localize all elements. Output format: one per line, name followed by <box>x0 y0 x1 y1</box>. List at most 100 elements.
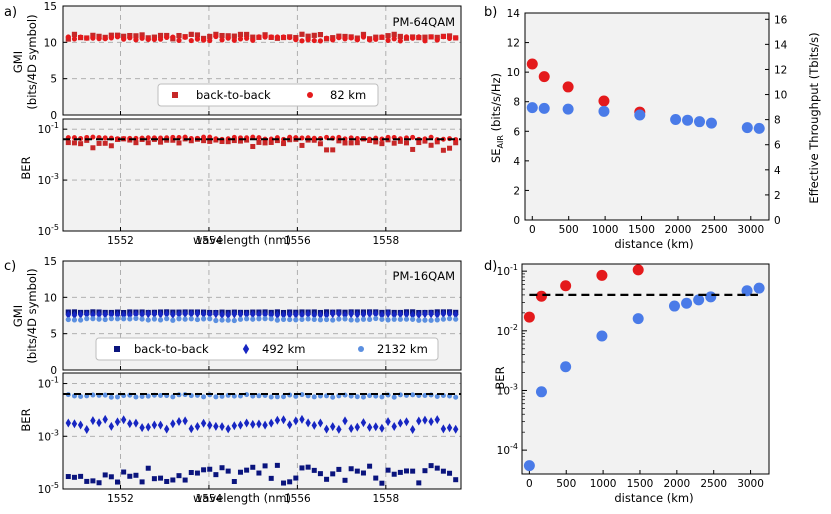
c_ber-point-1-12 <box>139 423 145 433</box>
c_ber-point-1-56 <box>409 425 416 435</box>
a_gmi-point-1-8 <box>114 34 121 40</box>
d-xtick-label-2: 1000 <box>590 478 617 490</box>
d-point-1-10 <box>753 282 765 294</box>
c_ber-point-0-40 <box>311 467 317 473</box>
b-point-1-9 <box>741 122 753 134</box>
d-ytick-label-0-exp: -4 <box>510 442 518 451</box>
a_gmi-point-0-18 <box>176 32 182 39</box>
c_ber-point-1-30 <box>250 419 256 429</box>
c_ber-point-1-23 <box>207 420 213 430</box>
c_gmi-legend-box <box>95 337 439 361</box>
b-rtick-label-2: 4 <box>774 165 781 177</box>
c_gmi-point-2-39 <box>305 316 311 322</box>
a_gmi-point-1-21 <box>194 36 201 42</box>
a_ber-ytick-label-1: 10-3 <box>38 172 59 187</box>
c_ber-point-1-27 <box>231 421 238 431</box>
c_ber-point-0-42 <box>324 476 330 482</box>
c_gmi-point-1-40 <box>311 310 317 320</box>
c_ber-point-2-33 <box>268 394 274 400</box>
c_ber-point-0-59 <box>428 463 434 469</box>
c_ber-point-0-3 <box>84 478 90 484</box>
c_ber-point-0-5 <box>96 480 102 486</box>
c_ber-point-1-19 <box>182 416 188 426</box>
a_ber-point-0-13 <box>145 140 151 146</box>
c_gmi-point-2-40 <box>311 316 317 323</box>
c_gmi-point-1-28 <box>237 309 244 319</box>
c_gmi-ytick-label-2: 10 <box>44 292 57 304</box>
c_gmi-point-2-51 <box>379 316 385 322</box>
a_gmi-point-1-33 <box>268 34 274 40</box>
c_gmi-point-2-30 <box>250 316 256 322</box>
b-point-1-0 <box>526 102 538 114</box>
d-ytick-label-0-base: 10 <box>497 445 510 457</box>
panel-d: 10-410-310-210-10 500 1000 1500 2000 2500 3000 <box>497 263 770 490</box>
c_ber-point-0-54 <box>397 469 403 475</box>
a_ber-point-0-3 <box>84 137 90 143</box>
a_ber-point-0-11 <box>133 140 139 146</box>
c_ber-xtick-label-2: 1556 <box>284 493 311 505</box>
c_ber-point-1-0 <box>65 418 72 428</box>
c_ber-point-0-12 <box>139 479 145 485</box>
c_gmi-point-2-32 <box>262 316 268 322</box>
c_ber-point-2-43 <box>330 394 336 400</box>
c_ber-point-2-37 <box>293 393 299 399</box>
a_ber-point-0-45 <box>342 140 348 146</box>
c_ber-point-1-54 <box>397 418 404 428</box>
c_ber-point-0-48 <box>360 470 366 476</box>
c_gmi-point-1-0 <box>65 310 72 320</box>
a_ber-ytick-label-1-exp: -3 <box>51 172 59 181</box>
a_gmi-point-0-58 <box>422 34 428 40</box>
a_gmi-point-0-54 <box>397 33 403 40</box>
c_ber-point-1-42 <box>323 424 330 434</box>
c_ber-point-1-37 <box>293 416 299 426</box>
annotation-pm64qam: PM-64QAM <box>393 15 455 29</box>
a_gmi-point-1-23 <box>207 37 213 44</box>
c_ber-point-2-34 <box>274 394 280 400</box>
b-point-1-5 <box>670 113 682 125</box>
c_ber-point-1-15 <box>157 420 164 430</box>
c_ber-point-0-4 <box>90 478 96 484</box>
a_ber-point-1-47 <box>354 136 360 142</box>
a_gmi-point-1-10 <box>127 35 133 41</box>
b-ytick-label-5: 10 <box>507 67 520 79</box>
c_ber-point-1-41 <box>317 418 324 428</box>
c_ber-point-0-41 <box>317 471 323 477</box>
ylabel-b-right: Effective Throughput (Tbits/s) <box>807 32 821 203</box>
c_ber-point-1-5 <box>96 418 102 428</box>
d-point-0-3 <box>596 269 608 281</box>
a_ber-point-0-42 <box>324 147 330 153</box>
a_gmi-point-0-41 <box>317 31 324 38</box>
a_gmi-point-1-5 <box>96 36 102 42</box>
c_gmi-point-2-62 <box>446 316 453 322</box>
c_ber-point-1-49 <box>366 422 373 432</box>
c_gmi-point-1-58 <box>422 309 428 319</box>
c_ber-point-1-6 <box>102 414 108 424</box>
c_gmi-point-2-38 <box>299 316 305 323</box>
c_ber-ytick-label-0-exp: -5 <box>51 481 59 490</box>
d-point-0-0 <box>523 311 535 323</box>
c_ber-point-0-52 <box>385 467 391 473</box>
c_gmi-point-1-16 <box>163 309 170 319</box>
c_gmi-point-2-34 <box>274 317 280 323</box>
c_gmi-point-1-54 <box>397 309 404 319</box>
a_ber-point-0-33 <box>268 139 274 145</box>
b-xtick-label-5: 2500 <box>701 224 728 236</box>
a_gmi-point-1-6 <box>102 36 108 42</box>
c_ber-point-2-51 <box>379 394 385 400</box>
c_gmi-point-2-10 <box>127 316 133 322</box>
c_gmi-point-1-26 <box>225 310 231 320</box>
d-ytick-label-1: 10-3 <box>497 382 518 397</box>
c_gmi-legend-marker-2 <box>358 346 364 352</box>
c_gmi-ytick-label-1: 5 <box>50 329 57 341</box>
ylabel-a-gmi: GMI <box>11 51 25 73</box>
a_ber-ytick-label-0-exp: -5 <box>51 223 59 232</box>
c_ber-point-2-11 <box>133 394 139 400</box>
panel-label-c: c) <box>4 259 16 274</box>
c_ber-point-1-38 <box>299 414 305 424</box>
c_ber-xtick-label-1: 1554 <box>196 493 223 505</box>
a_gmi-point-1-36 <box>287 34 293 41</box>
a_ber-point-1-49 <box>367 136 373 142</box>
c_gmi-legend-marker-0 <box>114 346 120 352</box>
c_ber-ytick-label-0: 10-5 <box>38 481 59 496</box>
